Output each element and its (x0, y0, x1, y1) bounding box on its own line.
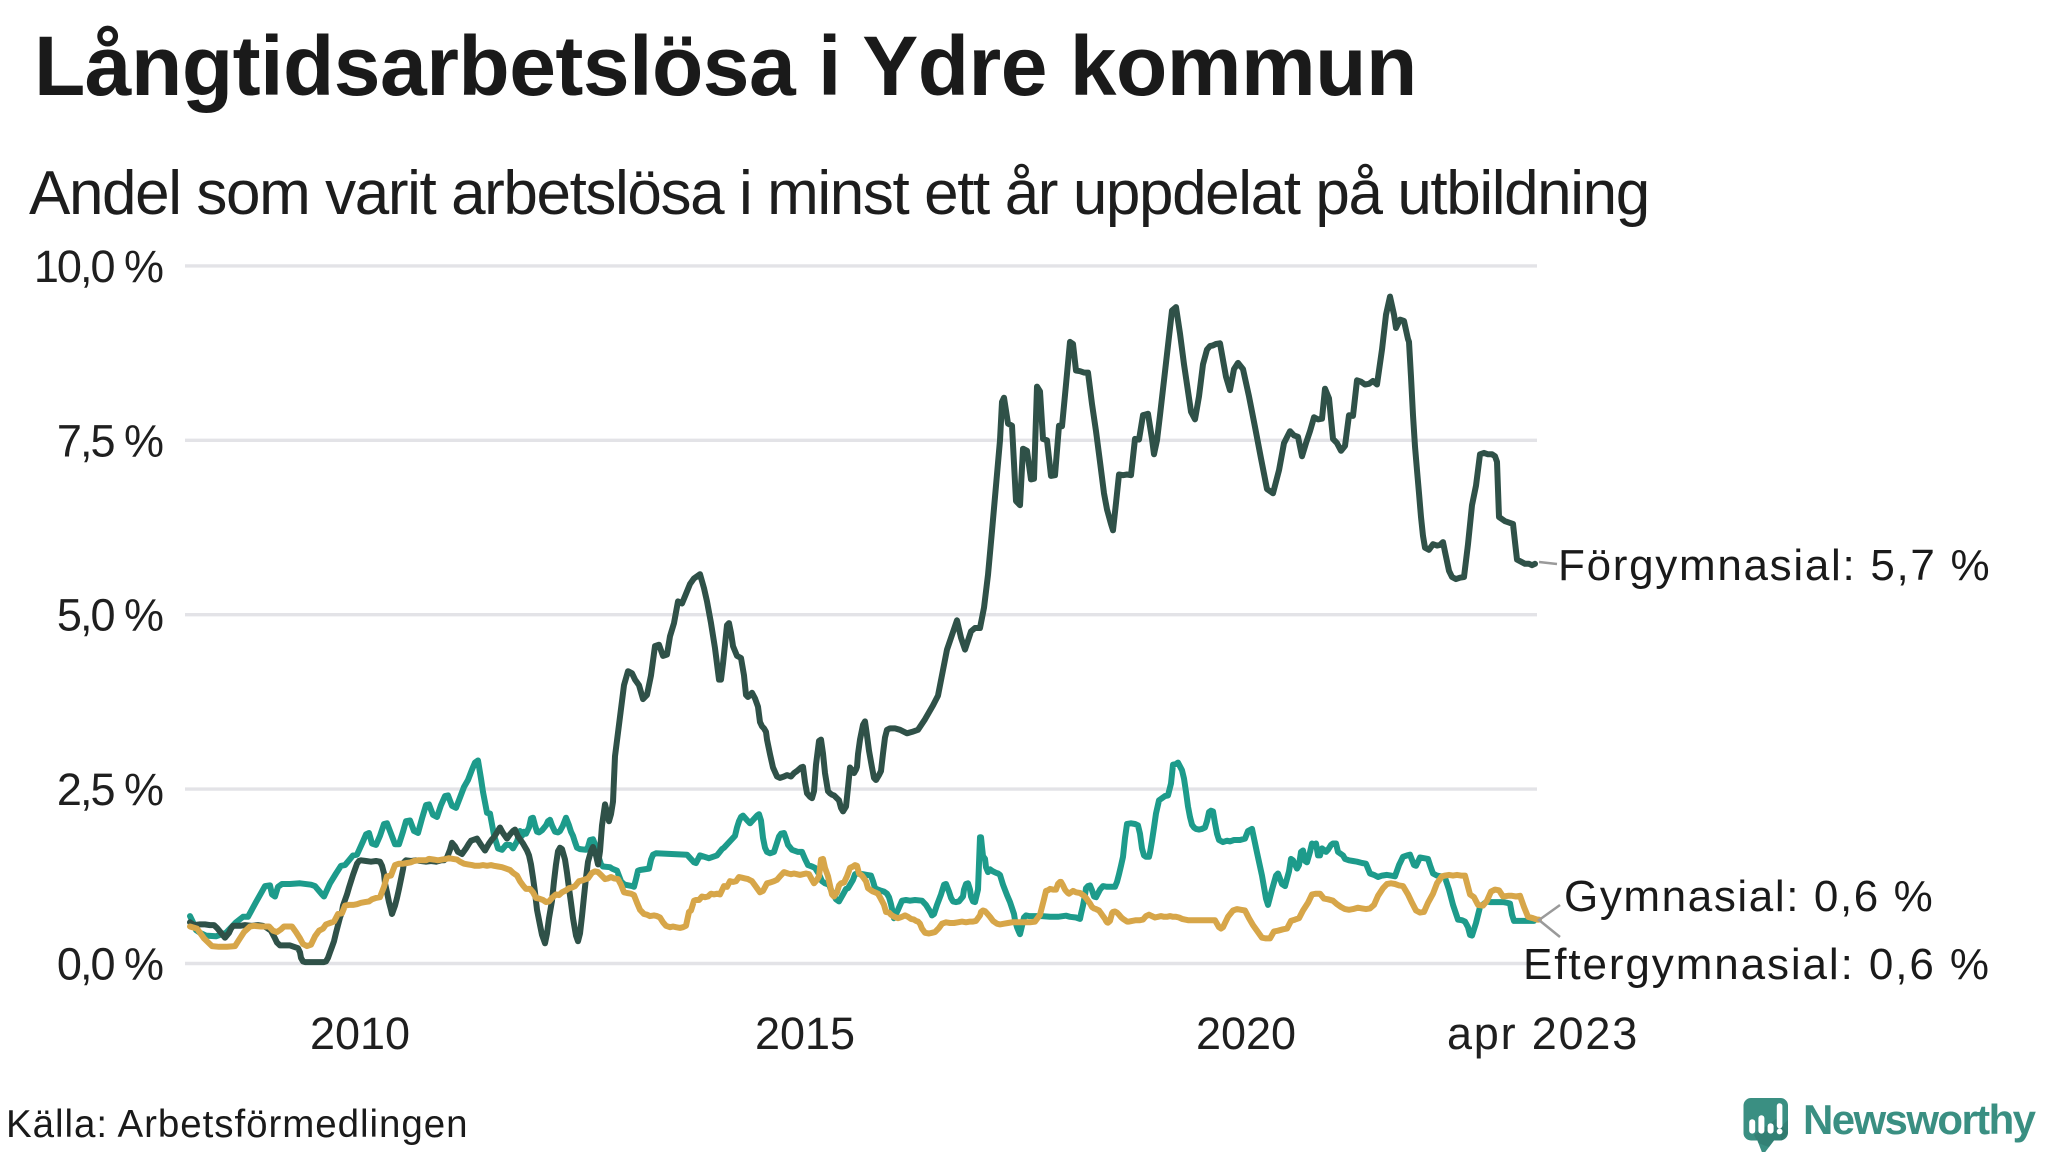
svg-text:5,0 %: 5,0 % (57, 590, 163, 641)
svg-text:0,0 %: 0,0 % (57, 939, 163, 990)
svg-text:2015: 2015 (755, 1008, 855, 1059)
svg-text:Källa: Arbetsförmedlingen: Källa: Arbetsförmedlingen (6, 1103, 468, 1146)
svg-text:apr 2023: apr 2023 (1447, 1008, 1639, 1059)
svg-text:Eftergymnasial: 0,6 %: Eftergymnasial: 0,6 % (1523, 940, 1991, 989)
svg-text:7,5 %: 7,5 % (57, 415, 163, 466)
svg-text:2010: 2010 (310, 1008, 410, 1059)
svg-text:2020: 2020 (1196, 1008, 1296, 1059)
svg-text:10,0 %: 10,0 % (34, 241, 163, 292)
svg-text:Newsworthy: Newsworthy (1803, 1096, 2037, 1143)
svg-text:Gymnasial: 0,6 %: Gymnasial: 0,6 % (1564, 872, 1934, 921)
svg-text:Förgymnasial: 5,7 %: Förgymnasial: 5,7 % (1558, 541, 1991, 590)
svg-text:2,5 %: 2,5 % (57, 764, 163, 815)
svg-text:Långtidsarbetslösa i Ydre komm: Långtidsarbetslösa i Ydre kommun (34, 19, 1417, 113)
svg-text:Andel som varit arbetslösa i m: Andel som varit arbetslösa i minst ett å… (29, 159, 1649, 228)
